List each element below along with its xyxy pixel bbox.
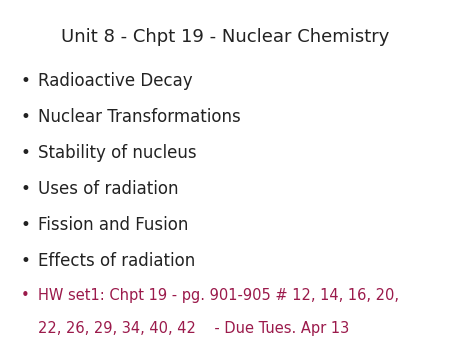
Text: Radioactive Decay: Radioactive Decay — [38, 72, 193, 90]
Text: Stability of nucleus: Stability of nucleus — [38, 144, 197, 162]
Text: Effects of radiation: Effects of radiation — [38, 252, 195, 270]
Text: •: • — [20, 216, 30, 234]
Text: •: • — [20, 180, 30, 198]
Text: •: • — [20, 72, 30, 90]
Text: Nuclear Transformations: Nuclear Transformations — [38, 108, 241, 126]
Text: Fission and Fusion: Fission and Fusion — [38, 216, 189, 234]
Text: 22, 26, 29, 34, 40, 42    - Due Tues. Apr 13: 22, 26, 29, 34, 40, 42 - Due Tues. Apr 1… — [38, 321, 349, 336]
Text: •: • — [20, 252, 30, 270]
Text: •: • — [20, 108, 30, 126]
Text: Unit 8 - Chpt 19 - Nuclear Chemistry: Unit 8 - Chpt 19 - Nuclear Chemistry — [61, 28, 389, 46]
Text: •: • — [20, 144, 30, 162]
Text: Uses of radiation: Uses of radiation — [38, 180, 179, 198]
Text: •: • — [21, 288, 29, 303]
Text: HW set1: Chpt 19 - pg. 901-905 # 12, 14, 16, 20,: HW set1: Chpt 19 - pg. 901-905 # 12, 14,… — [38, 288, 399, 303]
